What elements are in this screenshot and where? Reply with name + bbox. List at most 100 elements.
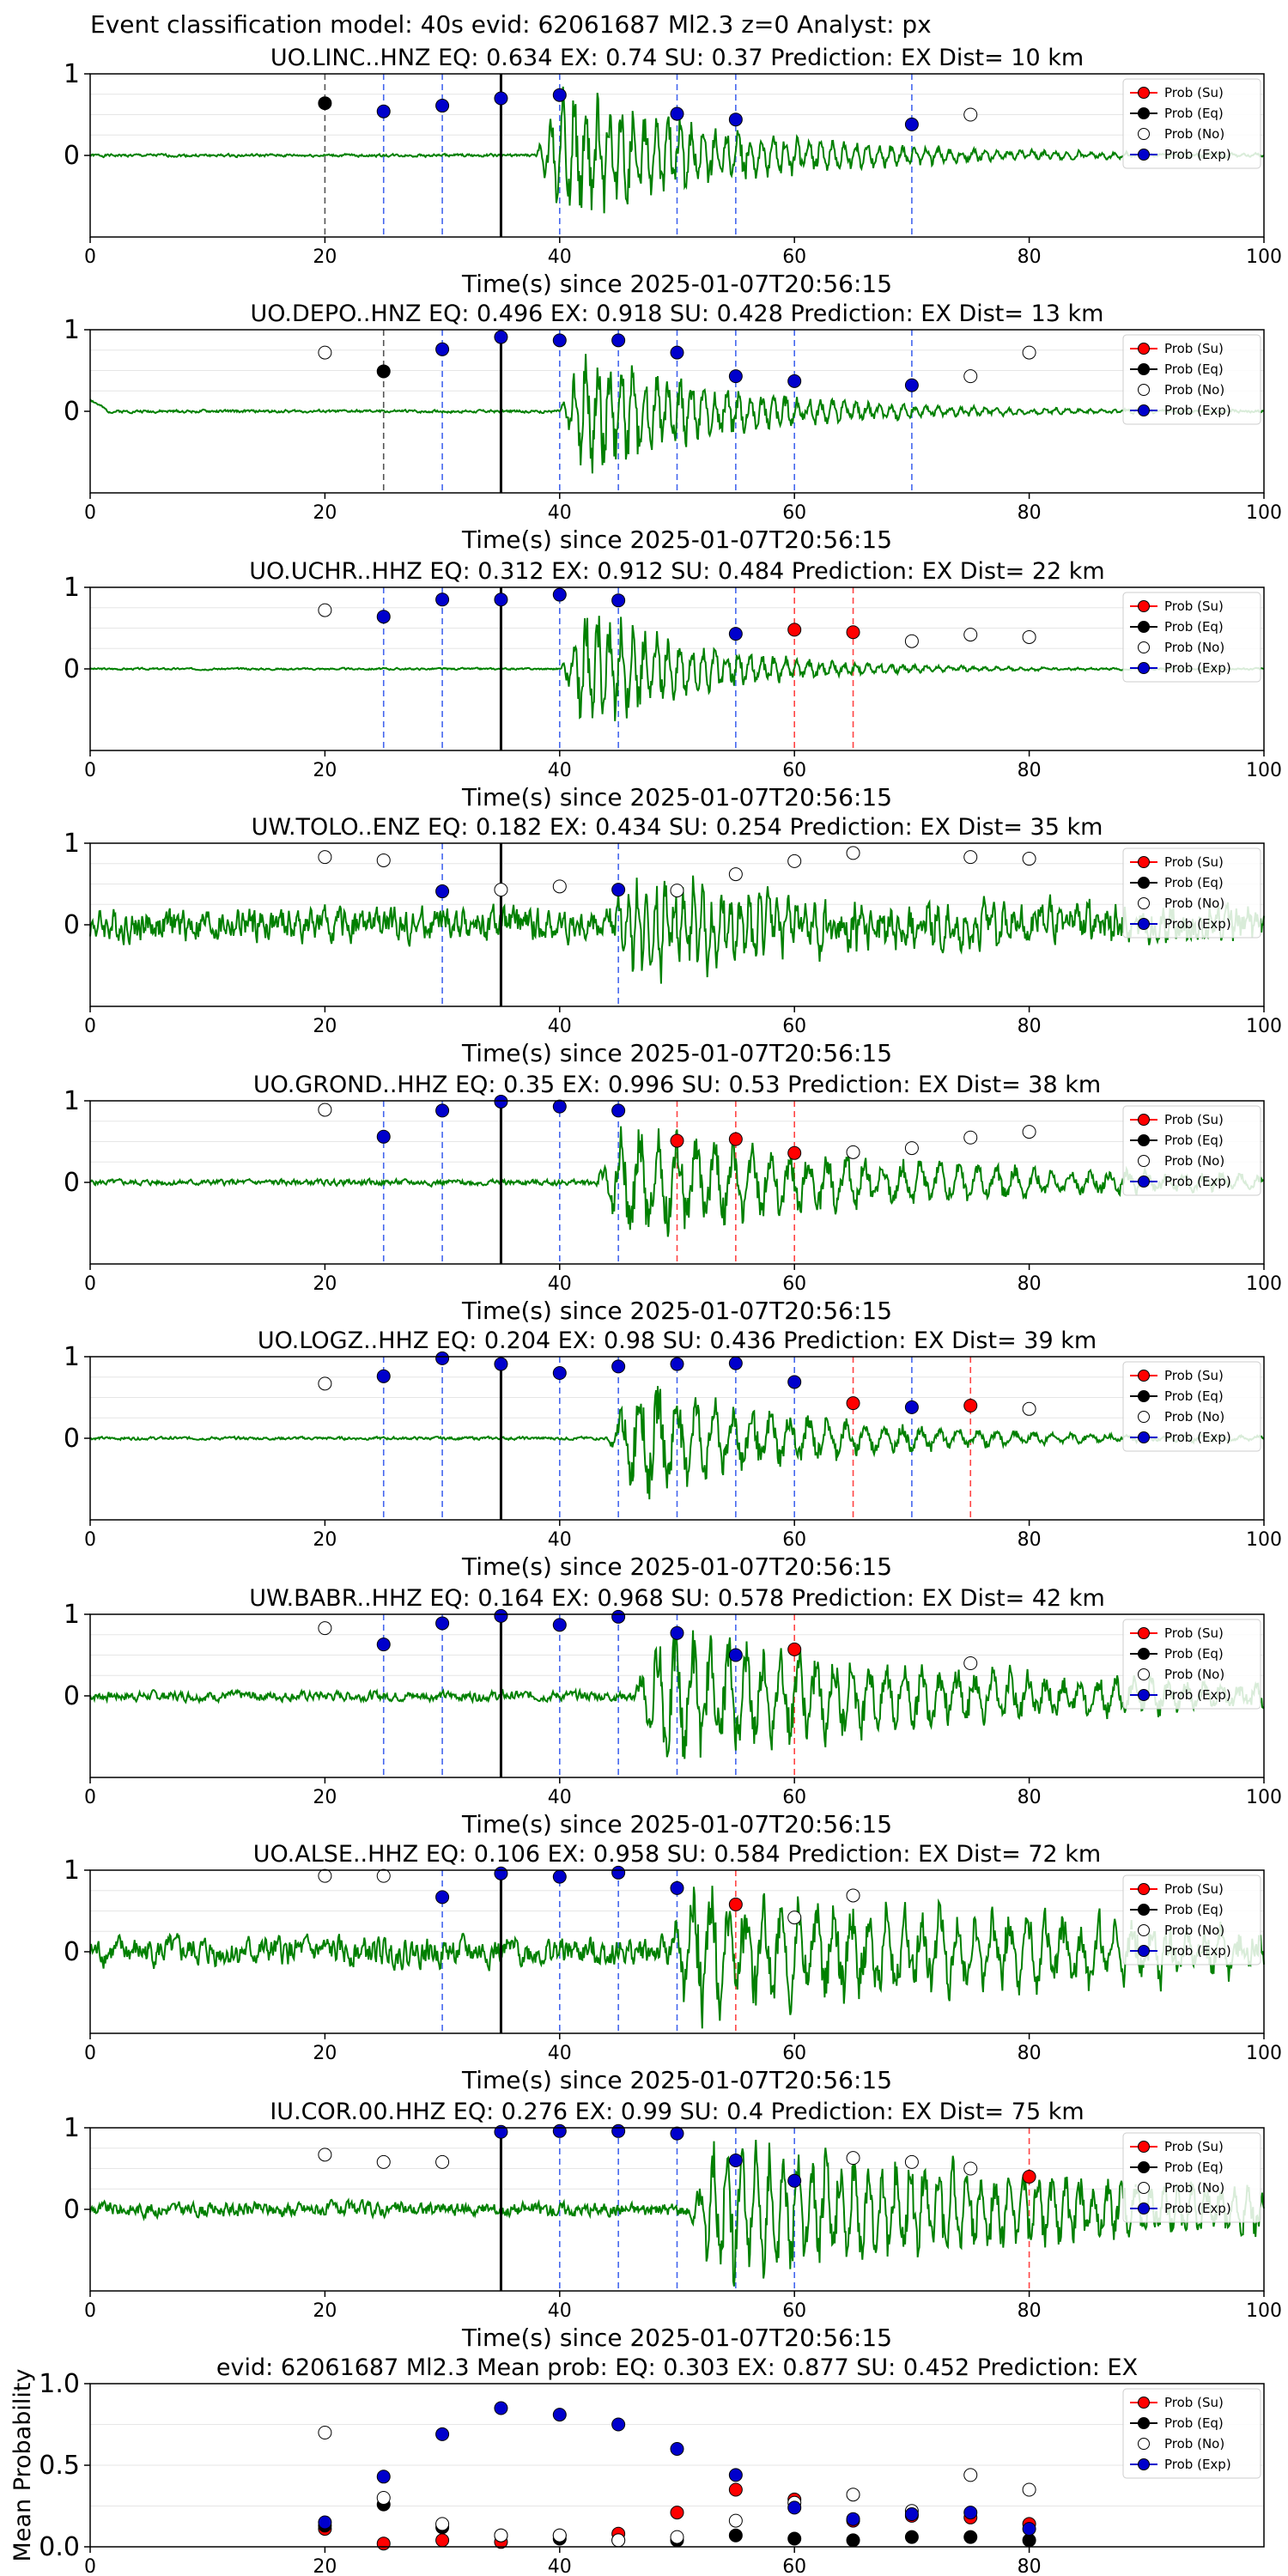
mean-point-eq [728, 2528, 743, 2543]
prob-point-exp [728, 627, 743, 641]
x-tick-label: 100 [1246, 2300, 1282, 2322]
prob-point-exp [728, 369, 743, 384]
legend-label-su: Prob (Su) [1164, 854, 1224, 870]
panel-3: UO.UCHR..HHZ EQ: 0.312 EX: 0.912 SU: 0.4… [64, 558, 1282, 811]
legend-marker-eq [1138, 1134, 1150, 1146]
mean-point-eq [963, 2530, 978, 2544]
prob-point-exp [787, 374, 802, 388]
prob-point-no [552, 879, 567, 894]
legend-marker-no [1138, 1411, 1150, 1423]
x-tick-label: 60 [782, 1529, 806, 1551]
prob-point-exp [611, 1865, 626, 1880]
panel-8: UO.ALSE..HHZ EQ: 0.106 EX: 0.958 SU: 0.5… [64, 1841, 1282, 2094]
mean-point-exp [376, 2470, 391, 2484]
mean-point-no [552, 2528, 567, 2543]
x-tick-label: 40 [548, 502, 572, 524]
x-tick-label: 20 [313, 502, 337, 524]
prob-point-exp [904, 378, 919, 392]
prob-point-no [1022, 345, 1036, 360]
x-axis-label: Time(s) since 2025-01-07T20:56:15 [461, 783, 892, 811]
x-tick-label: 100 [1246, 2043, 1282, 2064]
legend-label-eq: Prob (Eq) [1164, 1646, 1224, 1662]
legend-label-eq: Prob (Eq) [1164, 1902, 1224, 1917]
legend-marker-eq [1138, 1648, 1150, 1660]
y-tick-label: 0 [64, 397, 80, 427]
prob-point-no [846, 2151, 860, 2166]
prob-point-no [494, 883, 508, 897]
x-tick-label: 20 [313, 1016, 337, 1037]
x-tick-label: 100 [1246, 760, 1282, 781]
legend-label-exp: Prob (Exp) [1164, 1943, 1231, 1959]
mean-point-no [318, 2426, 332, 2439]
prob-point-exp [670, 345, 684, 360]
panel-7: UW.BABR..HHZ EQ: 0.164 EX: 0.968 SU: 0.5… [64, 1585, 1282, 1838]
legend-marker-no [1138, 2182, 1150, 2194]
prob-point-su [670, 1133, 684, 1148]
legend-label-su: Prob (Su) [1164, 2139, 1224, 2154]
y-tick-label: 1 [64, 2113, 80, 2143]
x-tick-label: 20 [313, 2556, 337, 2576]
prob-point-su [963, 1399, 978, 1413]
prob-point-no [318, 2148, 332, 2162]
mean-point-exp [963, 2506, 978, 2520]
panel-title: UO.GROND..HHZ EQ: 0.35 EX: 0.996 SU: 0.5… [253, 1072, 1101, 1098]
prob-point-su [728, 1132, 743, 1146]
prob-point-no [376, 2154, 391, 2169]
prob-point-exp [552, 1618, 567, 1632]
panel-5: UO.GROND..HHZ EQ: 0.35 EX: 0.996 SU: 0.5… [64, 1072, 1282, 1325]
prob-point-exp [494, 1094, 508, 1109]
prob-point-exp [376, 1637, 391, 1652]
prob-point-no [1022, 852, 1036, 866]
waveform-trace [89, 875, 1265, 984]
legend-frame [1122, 1619, 1261, 1710]
x-tick-label: 100 [1246, 1787, 1282, 1808]
prob-point-exp [552, 1366, 567, 1380]
legend-marker-eq [1138, 363, 1150, 375]
prob-point-exp [494, 1357, 508, 1371]
prob-point-exp [494, 1866, 508, 1880]
panel-10: evid: 62061687 Ml2.3 Mean prob: EQ: 0.30… [9, 2354, 1265, 2576]
prob-point-exp [670, 106, 684, 121]
prob-point-su [1022, 2170, 1036, 2184]
prob-point-exp [670, 2126, 684, 2141]
prob-point-no [963, 2161, 978, 2176]
legend-label-su: Prob (Su) [1164, 2395, 1224, 2410]
legend-marker-no [1138, 128, 1150, 140]
prob-point-no [963, 369, 978, 384]
legend-marker-su [1138, 2397, 1150, 2409]
mean-point-exp [611, 2417, 626, 2432]
x-tick-label: 0 [84, 246, 96, 268]
legend-label-eq: Prob (Eq) [1164, 2160, 1224, 2175]
prob-point-no [318, 1103, 332, 1117]
prob-point-exp [494, 592, 508, 607]
prob-point-exp [728, 1356, 743, 1370]
prob-point-no [318, 1868, 332, 1883]
prob-point-no [318, 345, 332, 360]
legend-frame [1122, 1361, 1261, 1452]
x-tick-label: 20 [313, 760, 337, 781]
legend-marker-eq [1138, 2161, 1150, 2173]
legend-marker-no [1138, 897, 1150, 909]
legend-label-no: Prob (No) [1164, 2436, 1224, 2451]
prob-point-exp [376, 1129, 391, 1144]
prob-point-exp [435, 884, 450, 899]
y-tick-label: 0 [64, 2195, 80, 2225]
prob-point-exp [728, 1648, 743, 1662]
mean-point-no [963, 2468, 978, 2482]
prob-point-no [1022, 1125, 1036, 1139]
prob-point-exp [435, 99, 450, 113]
x-tick-label: 80 [1018, 1787, 1042, 1808]
x-axis-label: Time(s) since 2025-01-07T20:56:15 [461, 1810, 892, 1838]
prob-point-exp [494, 330, 508, 344]
x-tick-label: 20 [313, 1273, 337, 1295]
prob-point-exp [552, 88, 567, 102]
x-tick-label: 40 [548, 1273, 572, 1295]
prob-point-exp [728, 2154, 743, 2167]
prob-point-su [787, 1145, 802, 1160]
x-tick-label: 40 [548, 760, 572, 781]
x-tick-label: 100 [1246, 1273, 1282, 1295]
prob-point-no [904, 634, 919, 648]
legend-label-eq: Prob (Eq) [1164, 106, 1224, 121]
y-tick-label: 1 [64, 829, 80, 859]
